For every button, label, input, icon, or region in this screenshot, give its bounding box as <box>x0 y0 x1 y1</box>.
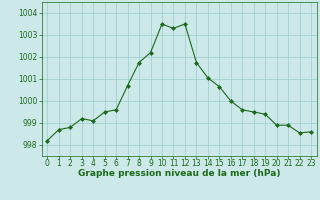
X-axis label: Graphe pression niveau de la mer (hPa): Graphe pression niveau de la mer (hPa) <box>78 169 280 178</box>
